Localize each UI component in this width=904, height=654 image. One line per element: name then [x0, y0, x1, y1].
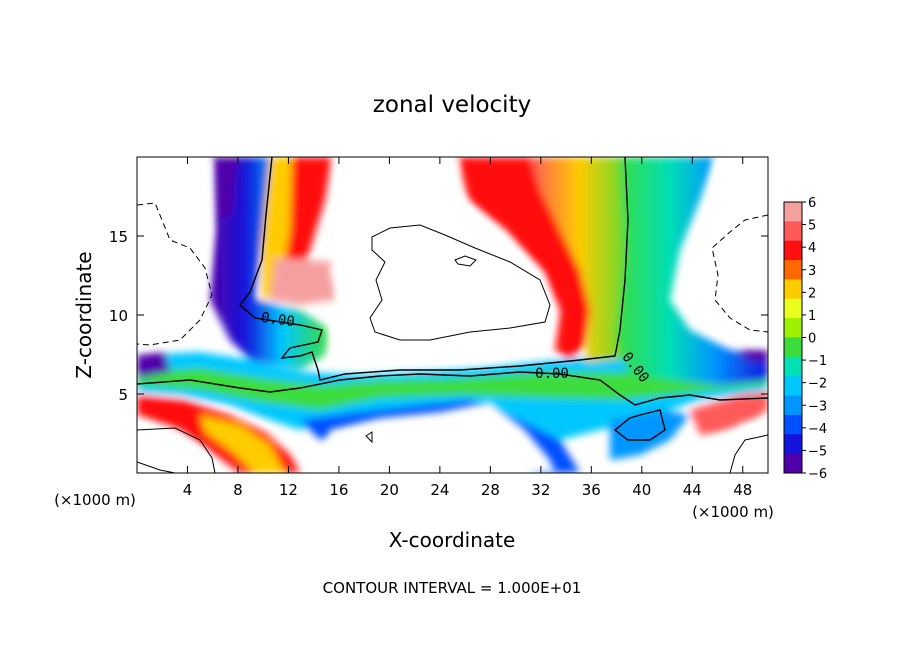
right-edge-purple [740, 350, 768, 362]
x-unit-right: (×1000 m) [692, 503, 774, 521]
lower-right-warm-spot [690, 392, 768, 435]
x-tick-label: 36 [582, 481, 601, 499]
x-tick-label: 20 [380, 481, 399, 499]
colorbar-tick-label: 3 [808, 264, 816, 279]
contour-interval-note: CONTOUR INTERVAL = 1.000E+01 [323, 579, 582, 597]
contour-label-middle: 0.00 [535, 366, 569, 382]
colorbar-swatch [784, 318, 802, 338]
lower-right-contour [729, 434, 768, 473]
upper-plume-gradient [530, 157, 640, 362]
colorbar: 6 5 4 3 2 1 0 −1 −2 −3 −4 −5 −6 [783, 196, 827, 482]
colorbar-swatch [784, 356, 802, 377]
colorbar-swatch [784, 376, 802, 397]
colorbar-swatch [784, 240, 802, 261]
x-tick-label: 48 [733, 481, 752, 499]
middle-jet-green [137, 368, 768, 410]
contour-label-left: 0.00 [260, 310, 296, 331]
colorbar-tick-label: −4 [808, 422, 827, 437]
y-tick-label: 15 [109, 228, 128, 246]
zero-contour-left [239, 157, 629, 381]
lower-left-contour [137, 427, 216, 473]
left-jet-band [210, 157, 330, 370]
colorbar-swatch [784, 395, 802, 416]
x-tick-label: 32 [531, 481, 550, 499]
colorbar-swatch [784, 298, 802, 319]
x-tick-label: 40 [632, 481, 651, 499]
y-tick-label: 10 [109, 307, 128, 325]
x-tick-label: 44 [683, 481, 702, 499]
velocity-field [137, 157, 768, 473]
colorbar-tick-label: −5 [808, 444, 827, 459]
y-axis-label: Z-coordinate [72, 251, 96, 378]
chart-title: zonal velocity [373, 92, 531, 118]
colorbar-swatch [784, 221, 802, 242]
right-column-band [615, 157, 768, 385]
colorbar-swatch [784, 337, 802, 358]
colorbar-tick-label: 4 [808, 241, 816, 256]
x-tick-label: 16 [329, 481, 348, 499]
x-tick-label: 4 [183, 481, 193, 499]
upper-left-purple [215, 157, 238, 220]
colorbar-tick-label: 5 [808, 219, 816, 234]
dashed-contour-left [137, 202, 213, 346]
colorbar-tick-label: 1 [808, 309, 816, 324]
lower-left-contour-2 [137, 461, 176, 473]
colorbar-swatch [784, 279, 802, 300]
lower-left-yellow [200, 415, 285, 473]
plot-area: 0.00 0.00 0.00 [137, 157, 768, 473]
colorbar-swatch [784, 202, 802, 222]
colorbar-tick-label: 2 [808, 286, 816, 301]
dashed-contours [137, 202, 768, 346]
upper-plume-red [455, 157, 590, 360]
bottom-right-band [610, 410, 690, 460]
x-axis: 4 8 12 16 20 24 28 32 36 40 44 48 [183, 157, 752, 499]
colorbar-swatch [784, 260, 802, 280]
colorbar-swatch [784, 453, 802, 474]
left-pink-column [270, 258, 335, 305]
x-tick-label: 12 [279, 481, 298, 499]
colorbar-tick-label: 0 [808, 332, 816, 347]
left-edge-purple [137, 352, 170, 378]
colorbar-tick-label: −1 [808, 354, 827, 369]
x-tick-label: 8 [233, 481, 243, 499]
colorbar-tick-label: −6 [808, 467, 827, 482]
colorbar-tick-label: −3 [808, 399, 827, 414]
zero-contour-bottom [613, 409, 666, 441]
x-axis-label: X-coordinate [389, 528, 516, 552]
colorbar-swatch [784, 434, 802, 455]
colorbar-tick-label: −2 [808, 377, 827, 392]
zero-contour-lower [137, 371, 768, 406]
small-closed-contour [365, 431, 373, 444]
colorbar-swatch [784, 414, 802, 435]
positive-contour-small [454, 255, 477, 267]
white-zones [137, 157, 768, 473]
x-unit-left: (×1000 m) [54, 491, 136, 509]
y-tick-label: 5 [118, 386, 128, 404]
dashed-contour-right [711, 214, 768, 333]
x-tick-label: 28 [481, 481, 500, 499]
contour-lines [137, 157, 768, 473]
x-tick-label: 24 [430, 481, 449, 499]
colorbar-tick-label: 6 [808, 196, 816, 211]
y-axis: 5 10 15 [109, 228, 768, 404]
positive-contour-inner [369, 224, 551, 341]
